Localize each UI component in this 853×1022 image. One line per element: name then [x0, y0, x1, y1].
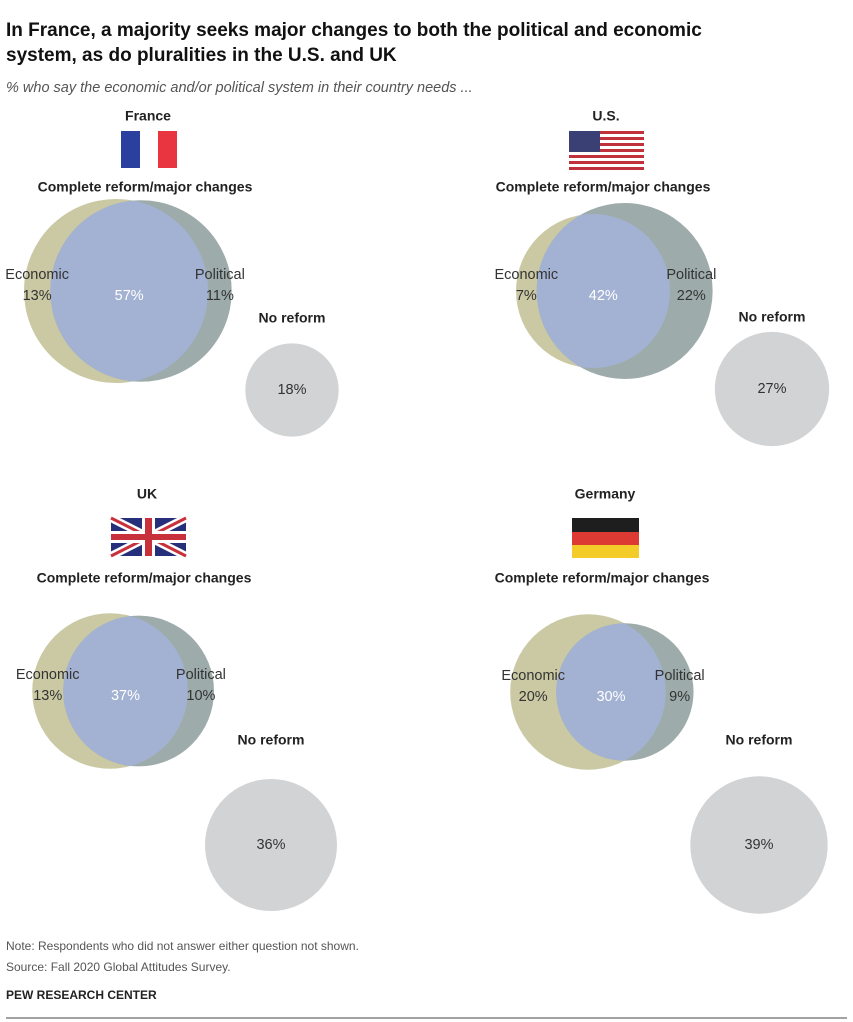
political-value: 9%	[669, 689, 690, 705]
no-reform-circle	[205, 779, 337, 911]
no-reform-circle	[690, 776, 828, 914]
overlap-value: 30%	[596, 689, 625, 705]
economic-value: 13%	[23, 288, 52, 304]
economic-value: 13%	[33, 688, 62, 704]
group-label: Complete reform/major changes	[38, 179, 253, 195]
group-label: Complete reform/major changes	[496, 179, 711, 195]
no-reform-label: No reform	[739, 309, 806, 325]
economic-label: Economic	[5, 267, 69, 283]
no-reform-circle	[245, 343, 339, 437]
economic-label: Economic	[501, 668, 565, 684]
title-line: system, as do pluralities in the U.S. an…	[6, 45, 397, 66]
subtitle: % who say the economic and/or political …	[6, 80, 473, 96]
overlap	[50, 200, 209, 382]
economic-value: 7%	[516, 288, 537, 304]
economic-label: Economic	[494, 267, 558, 283]
country-label: UK	[137, 486, 157, 502]
overlap-value: 42%	[589, 288, 618, 304]
credit: PEW RESEARCH CENTER	[6, 988, 157, 1002]
political-label: Political	[195, 267, 245, 283]
source: Source: Fall 2020 Global Attitudes Surve…	[6, 960, 231, 974]
flag-us	[569, 131, 644, 170]
flag-france	[121, 131, 177, 168]
note: Note: Respondents who did not answer eit…	[6, 939, 359, 953]
no-reform-value: 18%	[277, 382, 306, 398]
flag-germany	[572, 518, 639, 558]
country-label: Germany	[575, 486, 636, 502]
political-value: 10%	[186, 688, 215, 704]
economic-label: Economic	[16, 667, 80, 683]
no-reform-label: No reform	[726, 732, 793, 748]
political-value: 11%	[206, 288, 234, 304]
no-reform-label: No reform	[238, 732, 305, 748]
political-label: Political	[176, 667, 226, 683]
political-value: 22%	[677, 288, 706, 304]
group-label: Complete reform/major changes	[495, 570, 710, 586]
no-reform-value: 27%	[757, 381, 786, 397]
political-label: Political	[655, 668, 705, 684]
overlap	[63, 615, 188, 767]
country-label: U.S.	[592, 108, 619, 124]
political-label: Political	[666, 267, 716, 283]
no-reform-label: No reform	[259, 310, 326, 326]
title-line: In France, a majority seeks major change…	[6, 20, 702, 41]
overlap-value: 37%	[111, 688, 140, 704]
flag-uk	[109, 514, 188, 560]
group-label: Complete reform/major changes	[37, 570, 252, 586]
overlap-value: 57%	[115, 288, 144, 304]
no-reform-circle	[714, 331, 830, 447]
no-reform-value: 39%	[744, 837, 773, 853]
country-label: France	[125, 108, 171, 124]
economic-value: 20%	[519, 689, 548, 705]
no-reform-value: 36%	[256, 837, 285, 853]
